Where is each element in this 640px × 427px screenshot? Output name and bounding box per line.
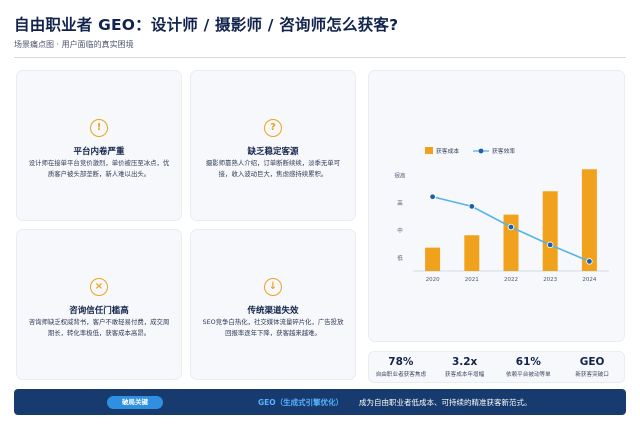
cost-bar	[503, 214, 519, 271]
y-tick-label: 低	[397, 254, 403, 262]
pain-card-trust: × 咨询信任门槛高 咨询师缺乏权威背书，客户不敢轻易付费，成交周期长，转化率极低…	[16, 229, 182, 380]
stat-value: 3.2x	[451, 356, 478, 368]
card-title: 缺乏稳定客源	[247, 147, 299, 157]
pain-card-clients: ? 缺乏稳定客源 摄影师靠熟人介绍，订单断断续续，淡季无单可接，收入波动巨大，焦…	[190, 70, 356, 221]
pain-card-platform: ! 平台内卷严重 设计师在接单平台竞价激烈，单价被压至冰点，优质客户被头部垄断，…	[16, 70, 182, 221]
key-pill: 破局关键	[107, 396, 163, 409]
legend-label-cost: 获客成本	[436, 147, 459, 155]
x-tick-label: 2021	[465, 277, 479, 283]
cost-bar	[542, 191, 558, 271]
card-description: 咨询师缺乏权威背书，客户不敢轻易付费，成交周期长，转化率极低，获客成本高昂。	[28, 318, 170, 337]
x-tick-label: 2024	[582, 277, 596, 283]
card-description: SEO竞争白热化，社交媒体流量碎片化，广告投放回报率逐年下降，获客越来越难。	[202, 318, 344, 337]
banner-text: 成为自由职业者低成本、可持续的精准获客新范式。	[359, 398, 532, 407]
card-title: 传统渠道失效	[247, 306, 299, 316]
efficiency-point	[546, 241, 554, 249]
legend-marker-efficiency	[478, 148, 484, 154]
y-tick-label: 很高	[394, 171, 406, 179]
geo-highlight: GEO（生成式引擎优化）	[258, 398, 344, 407]
stat-value: 78%	[388, 356, 414, 368]
card-description: 摄影师靠熟人介绍，订单断断续续，淡季无单可接，收入波动巨大，焦虑感持续累积。	[205, 159, 341, 178]
conclusion-banner: 破局关键 GEO（生成式引擎优化） 成为自由职业者低成本、可持续的精准获客新范式…	[14, 389, 626, 415]
legend-swatch-cost	[425, 147, 433, 154]
stat-label: 自由职业者获客焦虑	[375, 372, 427, 378]
stat-platform-dependence: 61% 依赖平台被动等单	[497, 352, 561, 382]
x-tick-label: 2020	[426, 277, 440, 283]
page-title: 自由职业者 GEO：设计师 / 摄影师 / 咨询师怎么获客?	[14, 16, 399, 34]
arrow-down-icon: ↓	[264, 278, 282, 296]
efficiency-point	[468, 203, 475, 210]
cross-icon: ×	[90, 278, 108, 296]
card-title: 咨询信任门槛高	[69, 306, 129, 316]
card-title: 平台内卷严重	[73, 147, 125, 157]
cost-bar	[425, 247, 441, 271]
exclamation-icon: !	[90, 119, 108, 137]
y-tick-label: 中	[397, 226, 403, 234]
efficiency-point	[586, 258, 593, 265]
chart-panel: 低 中 高 很高 2020 2021 2022 2023 2024 获客成本 获客效率	[368, 70, 625, 342]
title-divider	[14, 57, 626, 58]
cost-bar	[464, 235, 480, 271]
stat-anxiety: 78% 自由职业者获客焦虑	[369, 352, 433, 382]
efficiency-point	[429, 193, 436, 200]
x-tick-label: 2022	[504, 277, 518, 283]
stat-value: 61%	[515, 356, 541, 368]
cost-bar	[581, 169, 597, 271]
cost-efficiency-chart: 低 中 高 很高 2020 2021 2022 2023 2024 获客成本 获客效率	[394, 147, 609, 283]
card-description: 设计师在接单平台竞价激烈，单价被压至冰点，优质客户被头部垄断，新人难以出头。	[28, 159, 170, 178]
legend-label-efficiency: 获客效率	[492, 147, 515, 155]
stat-geo: GEO 新获客突破口	[560, 352, 624, 382]
stat-label: 新获客突破口	[575, 372, 609, 378]
page-subtitle: 场景痛点图 · 用户面临的真实困境	[14, 40, 134, 49]
stat-label: 依赖平台被动等单	[505, 372, 551, 378]
question-icon: ?	[264, 119, 282, 137]
x-tick-label: 2023	[543, 277, 557, 283]
y-tick-label: 高	[397, 199, 403, 207]
pain-card-channels: ↓ 传统渠道失效 SEO竞争白热化，社交媒体流量碎片化，广告投放回报率逐年下降，…	[190, 229, 356, 380]
stat-label: 获客成本年增幅	[445, 372, 485, 378]
stats-bar: 78% 自由职业者获客焦虑 3.2x 获客成本年增幅 61% 依赖平台被动等单 …	[368, 351, 625, 383]
efficiency-point	[507, 223, 515, 231]
stat-value: GEO	[579, 356, 605, 368]
stat-cost-growth: 3.2x 获客成本年增幅	[433, 352, 497, 382]
